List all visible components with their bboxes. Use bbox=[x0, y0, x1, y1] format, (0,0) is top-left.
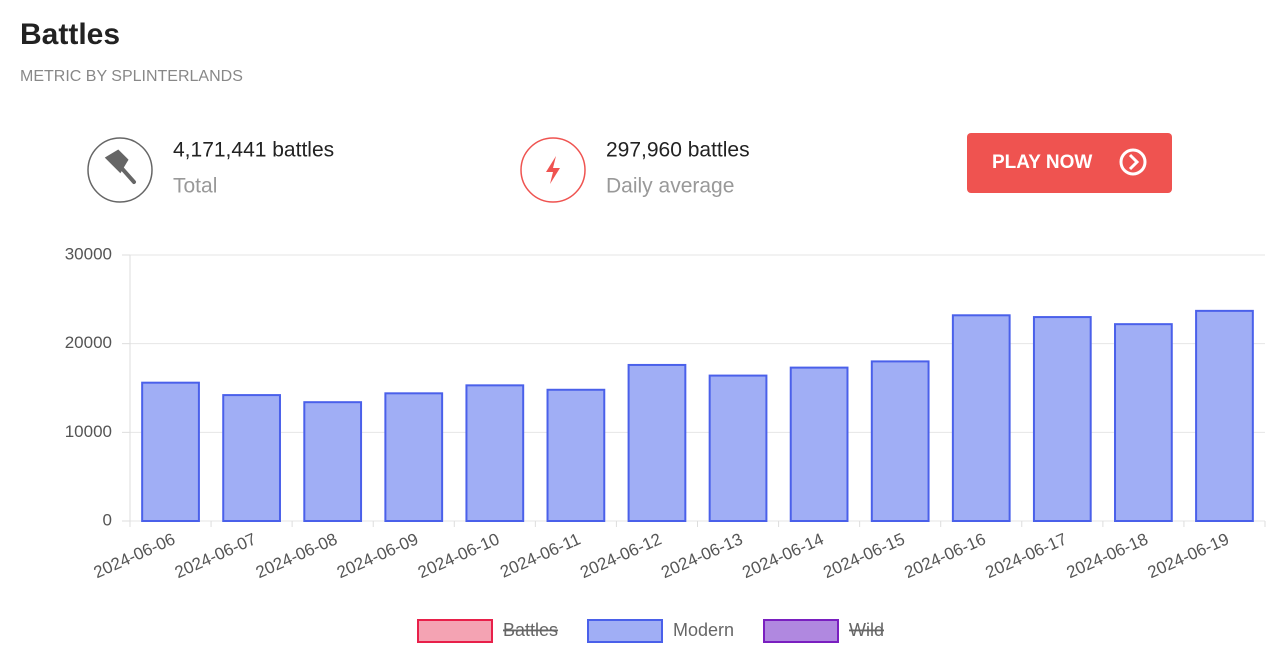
bar bbox=[1195, 309, 1254, 522]
x-tick-label: 2024-06-13 bbox=[658, 529, 745, 582]
bar bbox=[546, 388, 606, 523]
y-tick-label: 30000 bbox=[65, 244, 112, 263]
bar bbox=[870, 360, 930, 522]
x-tick-label: 2024-06-10 bbox=[415, 529, 502, 582]
x-tick-label: 2024-06-12 bbox=[577, 529, 664, 582]
subtitle: METRIC BY SPLINTERLANDS bbox=[20, 68, 243, 85]
bar bbox=[303, 401, 363, 523]
stat-icon-ring bbox=[87, 137, 153, 203]
stat-icon-ring bbox=[520, 137, 586, 203]
x-tick-label: 2024-06-14 bbox=[739, 529, 826, 582]
button-chevron bbox=[1128, 153, 1140, 171]
legend-swatch bbox=[763, 619, 839, 643]
button-icon bbox=[1119, 148, 1147, 176]
x-tick-label: 2024-06-11 bbox=[497, 529, 583, 581]
page-title: Battles bbox=[20, 18, 120, 51]
play-button[interactable]: PLAY NOW bbox=[967, 133, 1172, 193]
y-tick-label: 0 bbox=[103, 510, 112, 529]
lightning-icon bbox=[546, 156, 560, 184]
x-tick-label: 2024-06-15 bbox=[820, 529, 907, 582]
legend-label: Modern bbox=[673, 620, 734, 640]
bar bbox=[1032, 316, 1092, 523]
bar bbox=[1114, 323, 1173, 522]
x-tick-label: 2024-06-07 bbox=[172, 529, 259, 582]
x-tick-label: 2024-06-08 bbox=[253, 529, 340, 582]
stat-value: 297,960 battles bbox=[606, 139, 750, 162]
bar bbox=[627, 363, 687, 522]
stat-total: 4,171,441 battles Total bbox=[87, 137, 334, 203]
y-tick-label: 20000 bbox=[65, 333, 112, 352]
stat-average: 297,960 battles Daily average bbox=[520, 137, 750, 203]
button-label[interactable]: PLAY NOW bbox=[992, 152, 1092, 173]
legend-swatch bbox=[417, 619, 493, 643]
legend-swatch bbox=[587, 619, 663, 643]
bar bbox=[141, 381, 200, 522]
bar bbox=[384, 392, 444, 523]
stat-label: Daily average bbox=[606, 175, 734, 198]
x-tick-label: 2024-06-18 bbox=[1064, 529, 1151, 582]
bar bbox=[789, 366, 849, 522]
stat-label: Total bbox=[173, 175, 217, 198]
x-tick-label: 2024-06-16 bbox=[902, 529, 989, 582]
legend-label: Battles bbox=[503, 620, 558, 640]
bar bbox=[222, 394, 281, 522]
bar bbox=[708, 374, 768, 522]
x-tick-label: 2024-06-06 bbox=[91, 529, 178, 582]
legend-label: Wild bbox=[849, 620, 884, 640]
x-tick-label: 2024-06-09 bbox=[334, 529, 421, 582]
x-tick-label: 2024-06-17 bbox=[983, 529, 1070, 582]
bar bbox=[465, 384, 525, 522]
bar bbox=[951, 314, 1011, 522]
hammer-icon bbox=[104, 149, 136, 184]
x-tick-label: 2024-06-19 bbox=[1145, 529, 1232, 582]
button-bg[interactable] bbox=[967, 133, 1172, 193]
y-tick-label: 10000 bbox=[65, 422, 112, 441]
stat-value: 4,171,441 battles bbox=[173, 139, 334, 162]
